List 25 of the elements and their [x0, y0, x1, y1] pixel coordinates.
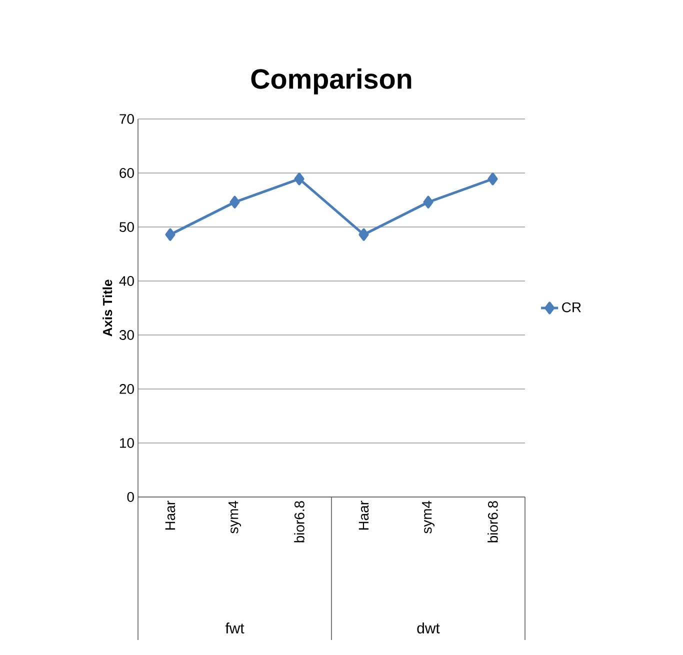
y-tick-label: 0	[127, 492, 134, 502]
x-tick-label: bior6.8	[294, 501, 304, 542]
y-tick-label: 10	[120, 438, 134, 448]
x-tick-label: bior6.8	[488, 501, 498, 542]
x-tick-label: Haar	[358, 500, 369, 530]
chart-title: Comparison	[251, 68, 412, 94]
x-tick-label: sym4	[422, 500, 434, 534]
x-tick-label: Haar	[165, 500, 176, 530]
point	[423, 196, 434, 208]
point	[488, 172, 498, 186]
x-tick-label: sym4	[228, 500, 241, 534]
point	[294, 172, 304, 186]
point	[230, 196, 240, 208]
y-tick-label: 50	[120, 222, 134, 232]
text: fwt	[225, 622, 244, 634]
text: dwt	[417, 622, 440, 634]
y-tick-label: 20	[120, 384, 134, 394]
y-tick-label: 30	[120, 330, 134, 340]
point	[165, 228, 176, 241]
legend-label: CR	[562, 302, 581, 312]
y-axis-title: Axis Title	[102, 280, 112, 336]
y-tick-label: 60	[120, 168, 134, 178]
y-tick-label: 40	[119, 276, 134, 286]
point	[358, 228, 369, 241]
y-tick-label: 70	[120, 114, 134, 124]
